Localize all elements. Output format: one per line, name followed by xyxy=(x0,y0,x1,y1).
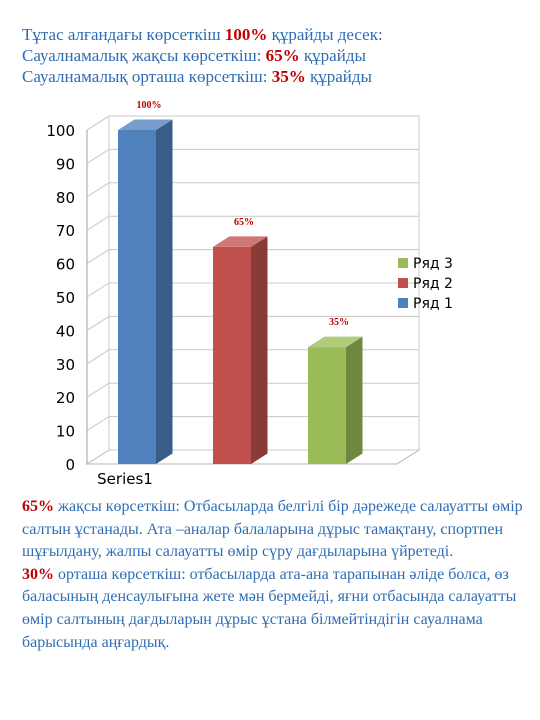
header-line-2-text: Сауалнамалық жақсы көрсеткіш: xyxy=(22,46,266,65)
header-line-3: Сауалнамалық орташа көрсеткіш: 35% құрай… xyxy=(22,66,522,87)
header-line-1-suffix: құрайды десек: xyxy=(267,25,383,44)
paragraph-good-value: 65% xyxy=(22,498,54,515)
bar-3-top xyxy=(308,336,363,348)
y-tick-label-90: 90 xyxy=(56,155,75,173)
y-tick-label-50: 50 xyxy=(56,289,75,307)
legend-swatch-3 xyxy=(398,258,408,268)
legend-swatch-1 xyxy=(398,298,408,308)
y-tick-label-60: 60 xyxy=(56,256,75,274)
header-line-3-suffix: құрайды xyxy=(305,67,372,86)
gridline-90 xyxy=(86,148,419,164)
gridline-50 xyxy=(86,282,419,298)
y-tick-label-80: 80 xyxy=(56,189,75,207)
bar-chart: 0 10 20 30 40 50 60 70 80 90 100 100% 65% 35% Series1 Р… xyxy=(46,100,453,488)
legend-swatch-2 xyxy=(398,278,408,288)
header-line-2: Сауалнамалық жақсы көрсеткіш: 65% құрайд… xyxy=(22,45,522,66)
legend-label-3: Ряд 3 xyxy=(413,256,453,272)
data-label-2: 65% xyxy=(234,217,254,228)
paragraph-average-text: орташа көрсеткіш: отбасыларда ата-ана та… xyxy=(22,565,517,651)
bar-3-side xyxy=(346,336,363,464)
y-tick-label-70: 70 xyxy=(56,222,75,240)
header-line-2-suffix: құрайды xyxy=(299,46,366,65)
bar-1-top xyxy=(118,119,173,130)
bar-1-side xyxy=(156,119,173,464)
paragraph-good-text: жақсы көрсеткіш: Отбасыларда белгілі бір… xyxy=(22,498,523,561)
y-tick-label-10: 10 xyxy=(56,423,75,441)
bar-2-front xyxy=(213,246,251,464)
header-line-1-value: 100% xyxy=(224,25,268,44)
gridline-70 xyxy=(86,215,419,231)
body-text: 65% жақсы көрсеткіш: Отбасыларда белгілі… xyxy=(22,496,527,654)
bar-3-front xyxy=(308,347,346,464)
y-tick-label-100: 100 xyxy=(46,122,75,140)
header: Тұтас алғандағы көрсеткіш 100% құрайды д… xyxy=(22,24,522,87)
data-label-1: 100% xyxy=(137,100,162,111)
x-category-label: Series1 xyxy=(97,470,153,488)
header-line-3-text: Сауалнамалық орташа көрсеткіш: xyxy=(22,67,272,86)
paragraph-average: 30% орташа көрсеткіш: отбасыларда ата-ан… xyxy=(22,564,527,654)
y-tick-label-30: 30 xyxy=(56,356,75,374)
header-line-2-value: 65% xyxy=(265,46,300,65)
y-tick-label-40: 40 xyxy=(56,322,75,340)
paragraph-average-value: 30% xyxy=(22,565,54,583)
header-line-1: Тұтас алғандағы көрсеткіш 100% құрайды д… xyxy=(22,24,522,45)
bar-2-side xyxy=(251,236,268,464)
gridline-60 xyxy=(86,249,419,265)
legend-label-2: Ряд 2 xyxy=(413,276,453,292)
paragraph-good: 65% жақсы көрсеткіш: Отбасыларда белгілі… xyxy=(22,496,527,564)
header-line-1-text: Тұтас алғандағы көрсеткіш xyxy=(22,25,225,44)
gridline-80 xyxy=(86,182,419,198)
data-label-3: 35% xyxy=(329,317,349,328)
y-tick-label-0: 0 xyxy=(65,456,75,474)
y-tick-label-20: 20 xyxy=(56,389,75,407)
gridline-100 xyxy=(86,115,419,131)
bar-1-front xyxy=(118,130,156,464)
bar-2-top xyxy=(213,236,268,247)
header-line-3-value: 35% xyxy=(271,67,306,86)
gridline-40 xyxy=(86,315,419,331)
legend-label-1: Ряд 1 xyxy=(413,296,453,312)
